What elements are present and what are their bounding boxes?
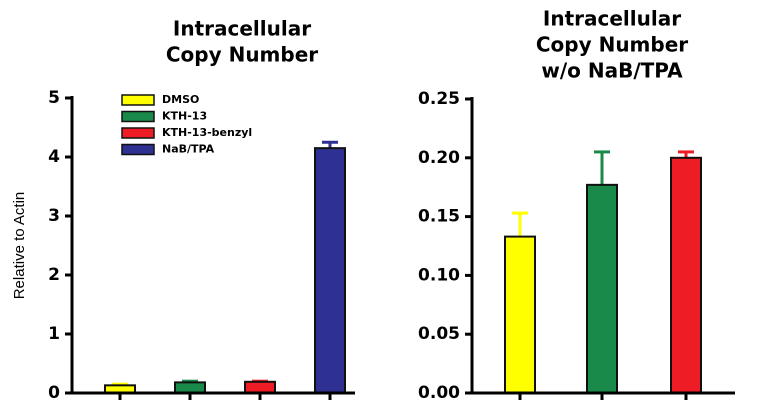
y-tick-label: 0.05 bbox=[418, 324, 460, 344]
chart-title: Intracellular bbox=[173, 17, 311, 41]
chart-title: Intracellular bbox=[543, 7, 681, 31]
y-tick-label: 4 bbox=[48, 147, 60, 167]
y-tick-label: 0.15 bbox=[418, 207, 460, 227]
chart-title: Copy Number bbox=[166, 43, 318, 67]
legend-swatch bbox=[121, 127, 155, 139]
bar bbox=[314, 147, 346, 394]
legend-swatch bbox=[121, 110, 155, 123]
y-tick-label: 0.00 bbox=[418, 383, 460, 403]
bar bbox=[586, 183, 618, 394]
y-tick-label: 0 bbox=[48, 383, 60, 403]
y-tick-label: 0.10 bbox=[418, 265, 460, 285]
bar bbox=[174, 381, 206, 395]
y-tick-label: 1 bbox=[48, 324, 60, 344]
chart-title: w/o NaB/TPA bbox=[541, 59, 683, 83]
legend-label: NaB/TPA bbox=[162, 143, 215, 156]
y-tick-label: 0.25 bbox=[418, 89, 460, 109]
bar bbox=[670, 156, 702, 394]
legend-label: KTH-13-benzyl bbox=[162, 126, 252, 139]
legend-label: KTH-13 bbox=[162, 110, 207, 123]
chart-title: Copy Number bbox=[536, 33, 688, 57]
y-tick-label: 2 bbox=[48, 265, 60, 285]
legend-swatch bbox=[121, 94, 155, 106]
y-tick-label: 3 bbox=[48, 206, 60, 226]
bar bbox=[244, 380, 276, 395]
y-axis-label: Relative to Actin bbox=[11, 192, 28, 300]
legend-swatch bbox=[121, 143, 155, 156]
bar bbox=[504, 235, 536, 394]
y-tick-label: 0.20 bbox=[418, 148, 460, 168]
y-tick-label: 5 bbox=[48, 88, 60, 108]
legend-label: DMSO bbox=[162, 93, 199, 106]
